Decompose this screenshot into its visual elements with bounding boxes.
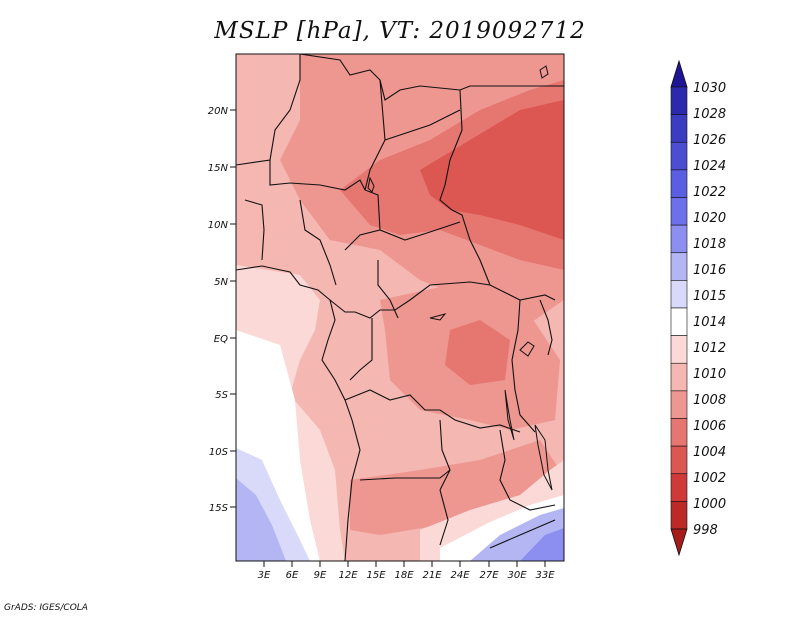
colorbar-labels: 1030 1028 1026 1024 1022 1020 1018 1016 … bbox=[693, 81, 726, 538]
colorbar-label-1022: 1022 bbox=[693, 185, 726, 200]
colorbar-cell bbox=[670, 141, 688, 171]
colorbar-label-1026: 1026 bbox=[693, 133, 726, 148]
colorbar-label-1012: 1012 bbox=[693, 341, 726, 356]
colorbar-cell bbox=[670, 252, 688, 281]
field-1018-se bbox=[520, 528, 564, 561]
colorbar-label-1016: 1016 bbox=[693, 263, 726, 278]
colorbar-cell bbox=[670, 280, 688, 309]
colorbar-label-1004: 1004 bbox=[693, 445, 726, 460]
field-1004-north bbox=[420, 100, 564, 240]
lon-axis: 3E 6E 9E 12E 15E 18E 21E 24E 27E 30E 33E bbox=[258, 561, 555, 581]
lon-label-18e: 18E bbox=[394, 570, 414, 581]
colorbar-cell bbox=[670, 197, 688, 226]
lon-label-21e: 21E bbox=[422, 570, 442, 581]
lon-label-33e: 33E bbox=[535, 570, 555, 581]
colorbar-label-1006: 1006 bbox=[693, 419, 726, 434]
colorbar-label-998: 998 bbox=[693, 523, 718, 538]
colorbar-label-1030: 1030 bbox=[693, 81, 726, 96]
lat-label-5s: 5S bbox=[215, 390, 228, 401]
plot-title: MSLP [hPa], VT: 2019092712 bbox=[214, 18, 586, 44]
colorbar-cell bbox=[670, 473, 688, 502]
colorbar-label-1000: 1000 bbox=[693, 497, 726, 512]
colorbar-cell bbox=[670, 114, 688, 143]
colorbar-cell bbox=[670, 224, 688, 254]
colorbar-cell bbox=[670, 418, 688, 447]
colorbar-cell bbox=[670, 335, 688, 364]
colorbar-label-1008: 1008 bbox=[693, 393, 726, 408]
colorbar-label-1028: 1028 bbox=[693, 107, 726, 122]
country-borders bbox=[236, 54, 564, 561]
field-1016-south bbox=[236, 478, 286, 561]
colorbar-label-1024: 1024 bbox=[693, 159, 726, 174]
colorbar-label-1015: 1015 bbox=[693, 289, 726, 304]
colorbar-cell bbox=[670, 445, 688, 475]
lakes bbox=[367, 65, 553, 491]
grads-credit: GrADS: IGES/COLA bbox=[4, 603, 88, 613]
lon-label-24e: 24E bbox=[450, 570, 470, 581]
colorbar-cell bbox=[670, 307, 688, 336]
colorbar-bottom-arrow bbox=[670, 528, 688, 557]
lat-label-5n: 5N bbox=[214, 277, 228, 288]
lat-label-15n: 15N bbox=[208, 163, 229, 174]
colorbar-label-1010: 1010 bbox=[693, 367, 726, 382]
colorbar-cell bbox=[670, 501, 688, 530]
lon-label-9e: 9E bbox=[314, 570, 327, 581]
colorbar-cell bbox=[670, 362, 688, 392]
colorbar-cell bbox=[670, 86, 688, 115]
lat-label-20n: 20N bbox=[208, 106, 229, 117]
lat-label-15s: 15S bbox=[209, 503, 229, 514]
lon-label-30e: 30E bbox=[507, 570, 527, 581]
colorbar-cell bbox=[670, 390, 688, 419]
lon-label-6e: 6E bbox=[286, 570, 299, 581]
lon-label-15e: 15E bbox=[366, 570, 386, 581]
map-frame bbox=[235, 53, 565, 562]
lat-label-10n: 10N bbox=[208, 220, 229, 231]
colorbar: 1030 1028 1026 1024 1022 1020 1018 1016 … bbox=[670, 59, 726, 557]
colorbar-cells bbox=[670, 86, 688, 530]
lat-label-10s: 10S bbox=[209, 447, 229, 458]
field-1006-congo bbox=[445, 320, 510, 385]
pressure-field bbox=[236, 54, 564, 561]
colorbar-top-arrow bbox=[670, 59, 688, 88]
colorbar-label-1020: 1020 bbox=[693, 211, 726, 226]
lat-axis: 20N 15N 10N 5N EQ 5S 10S 15S bbox=[208, 106, 236, 514]
lon-label-12e: 12E bbox=[338, 570, 358, 581]
lat-label-eq: EQ bbox=[214, 334, 228, 345]
colorbar-label-1018: 1018 bbox=[693, 237, 726, 252]
colorbar-label-1014: 1014 bbox=[693, 315, 726, 330]
lon-label-27e: 27E bbox=[479, 570, 499, 581]
colorbar-label-1002: 1002 bbox=[693, 471, 726, 486]
colorbar-cell bbox=[670, 169, 688, 198]
lon-label-3e: 3E bbox=[258, 570, 271, 581]
